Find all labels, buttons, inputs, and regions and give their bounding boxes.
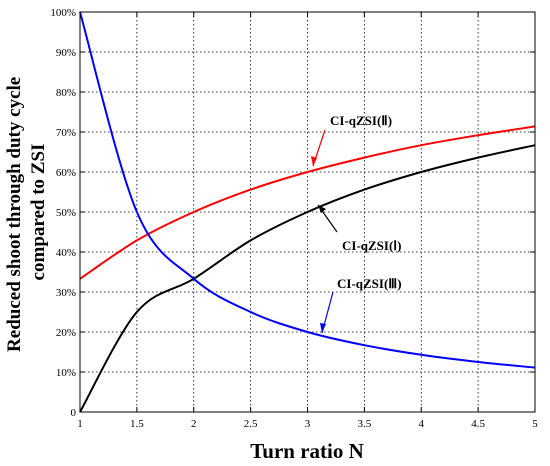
y-axis-ticks: 0 10% 20% 30% 40% 50% 60% 70% 80% 90% 100% (50, 7, 535, 419)
series-line-1 (79, 144, 536, 413)
y-tick-label: 20% (56, 327, 76, 339)
x-tick-label: 3 (305, 418, 311, 430)
series-line-3 (79, 11, 536, 369)
x-tick-label: 2 (191, 418, 197, 430)
x-axis-title: Turn ratio N (250, 439, 364, 463)
annotation-arrowhead-ci-qzsi-2 (311, 156, 317, 166)
x-tick-label: 5 (532, 418, 538, 430)
y-tick-label: 90% (56, 47, 76, 59)
x-tick-label: 4.5 (471, 418, 485, 430)
y-tick-label: 100% (50, 7, 76, 19)
annotation-ci-qzsi-2: CI-qZSI(Ⅱ) (330, 113, 392, 128)
x-tick-label: 1.5 (130, 418, 144, 430)
x-tick-label: 4 (419, 418, 425, 430)
series-layer (79, 11, 536, 413)
y-axis-title-line-1: Reduced shoot through duty cycle (4, 77, 25, 352)
x-tick-label: 2.5 (244, 418, 258, 430)
y-axis-title-line-2: compared to ZSI (28, 144, 49, 281)
annotation-arrowhead-ci-qzsi-3 (320, 323, 326, 333)
y-tick-label: 70% (56, 127, 76, 139)
annotations: CI-qZSI(Ⅱ) CI-qZSI(Ⅰ) CI-qZSI(Ⅲ) (311, 113, 402, 334)
y-tick-label: 10% (56, 367, 76, 379)
y-axis-title: Reduced shoot through duty cycle compare… (4, 72, 49, 352)
annotation-ci-qzsi-3: CI-qZSI(Ⅲ) (337, 276, 402, 291)
x-tick-label: 3.5 (358, 418, 372, 430)
y-tick-label: 80% (56, 87, 76, 99)
annotation-ci-qzsi-1: CI-qZSI(Ⅰ) (342, 238, 401, 253)
y-tick-label: 60% (56, 167, 76, 179)
y-tick-label: 0 (71, 407, 77, 419)
y-tick-label: 40% (56, 247, 76, 259)
y-tick-label: 30% (56, 287, 76, 299)
x-axis-ticks: 1 1.5 2 2.5 3 3.5 4 4.5 5 (77, 12, 538, 430)
x-tick-label: 1 (77, 418, 83, 430)
y-tick-label: 50% (56, 207, 76, 219)
annotation-arrowhead-ci-qzsi-1 (318, 205, 326, 213)
